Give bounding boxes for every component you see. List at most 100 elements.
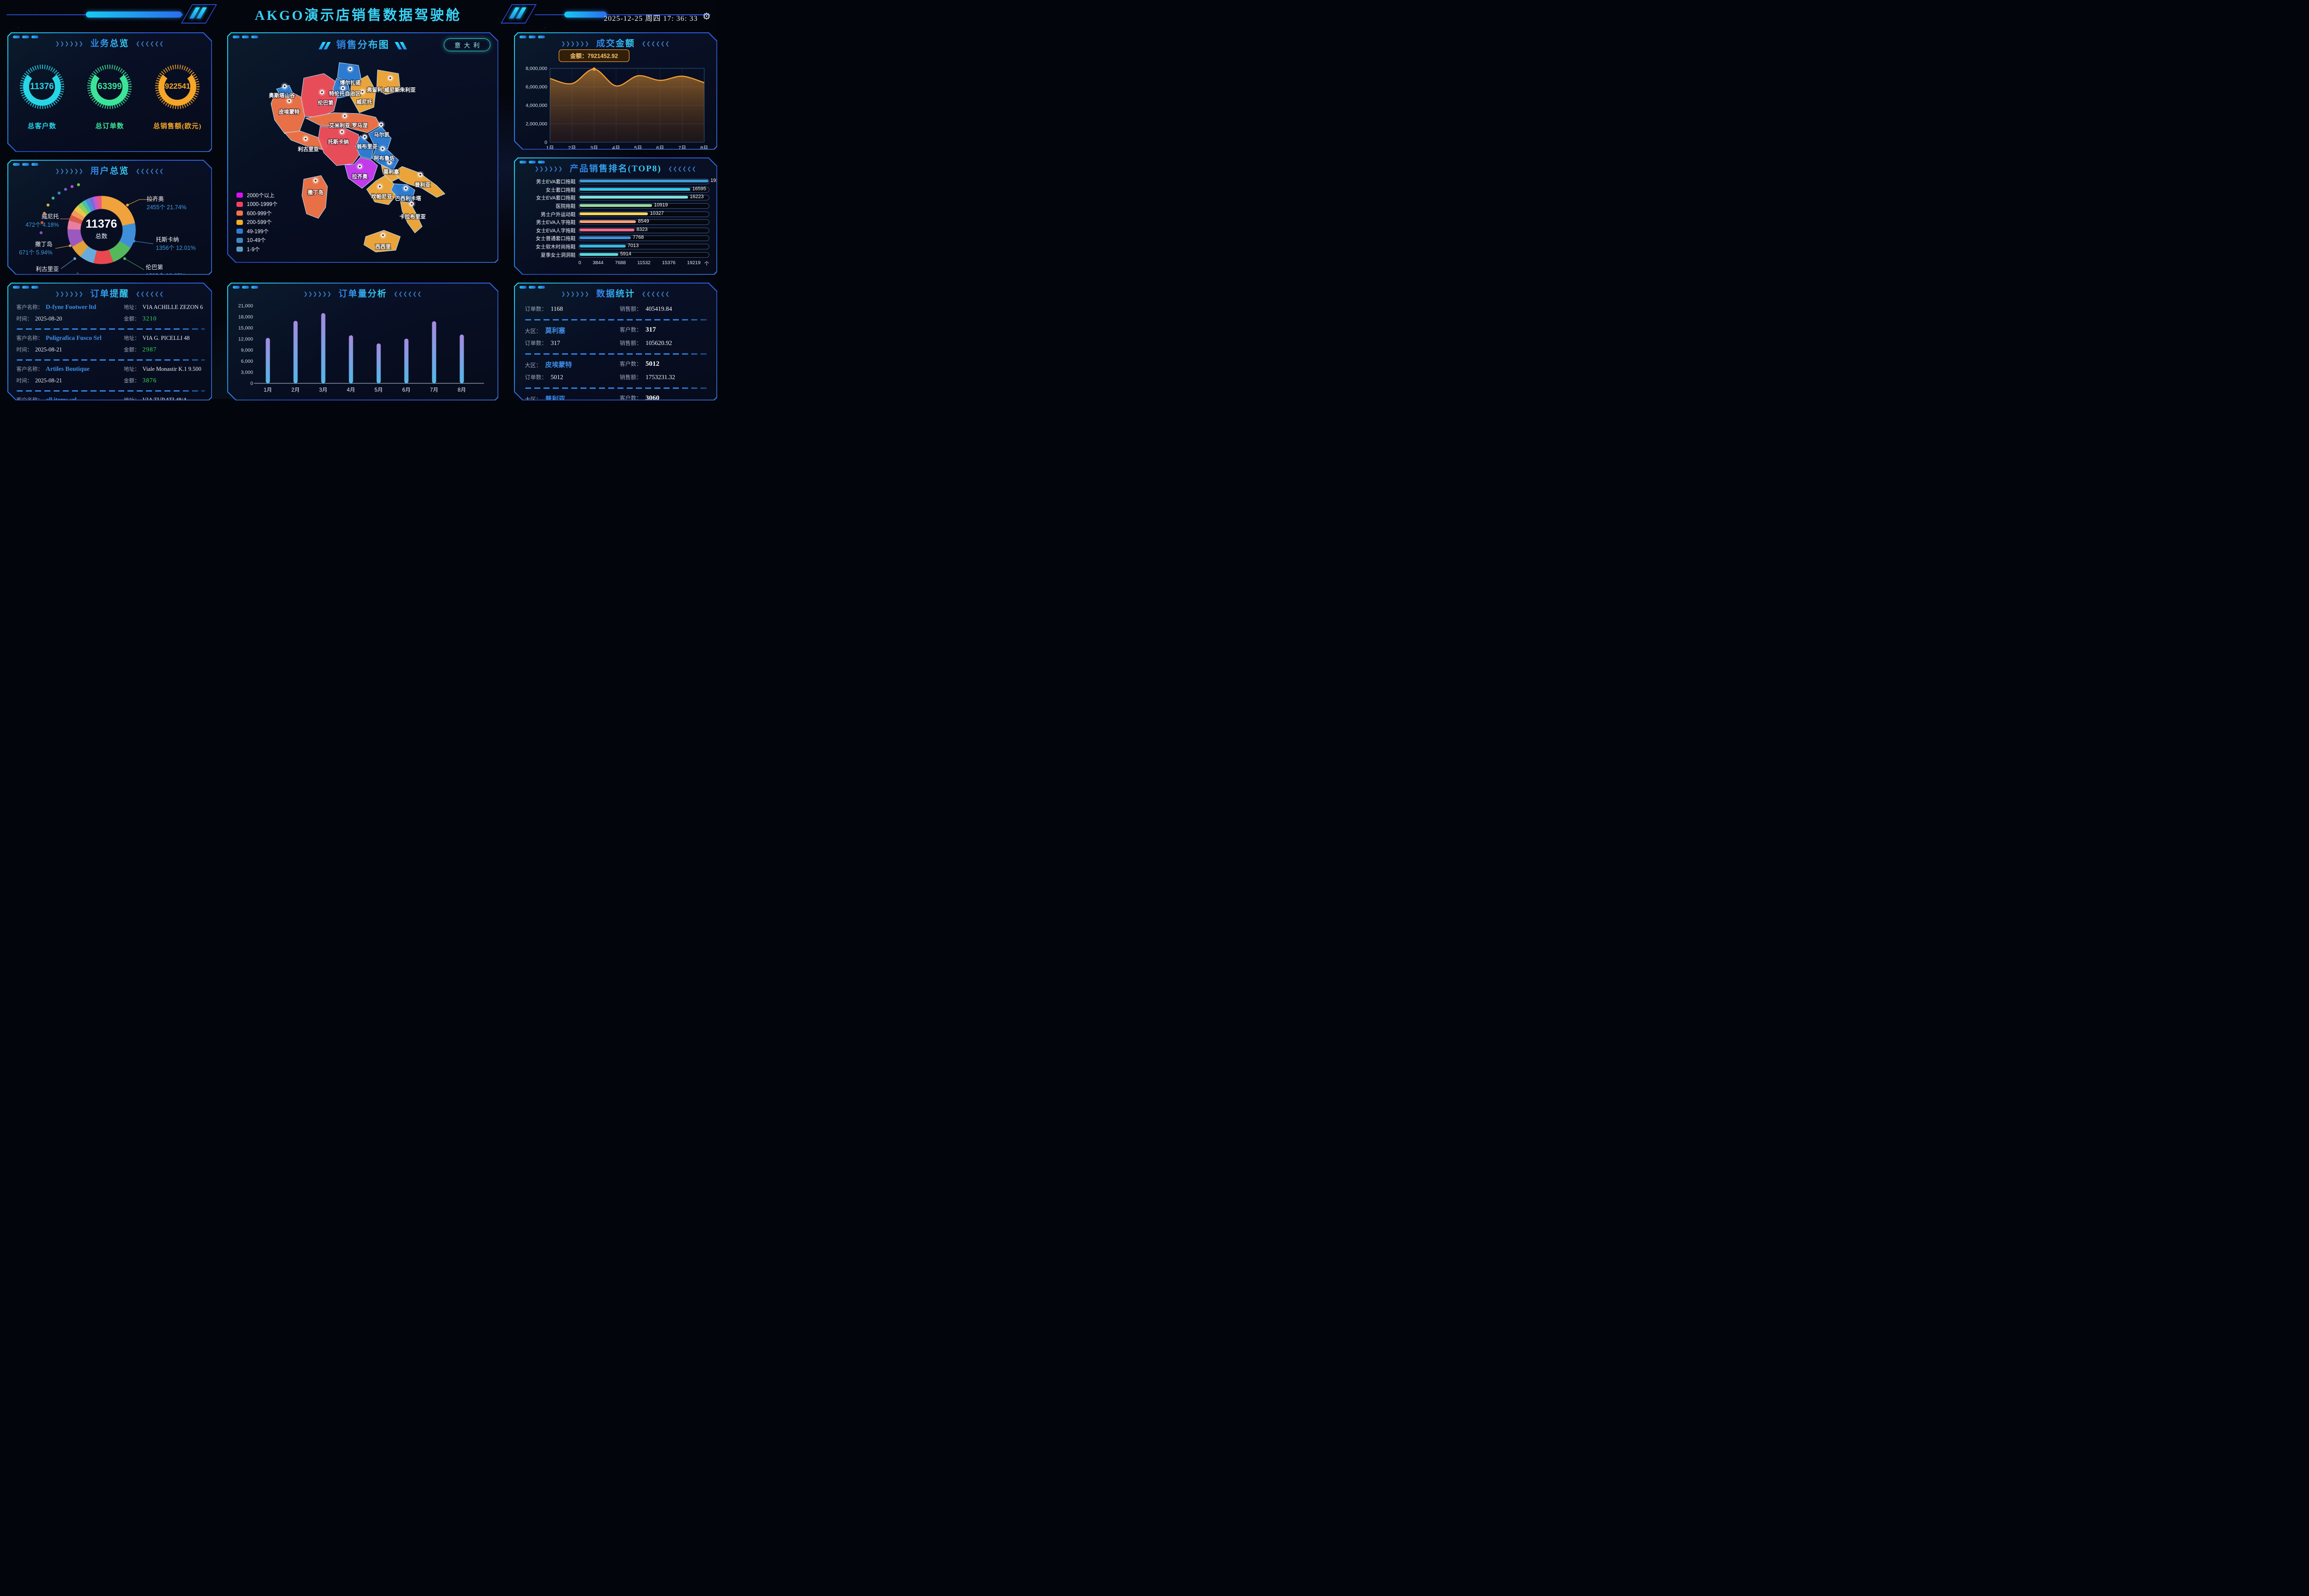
ranking-track: 16223 [579, 195, 709, 200]
legend-swatch [236, 238, 243, 243]
axis-tick: 19219 [687, 260, 701, 266]
customer-name[interactable]: D-fyne Footwer ltd [46, 303, 97, 310]
stats-region-皮埃蒙特: 大区： 皮埃蒙特 客户数： 5012 订单数： 5012 销售额： 1753231.32 [525, 356, 707, 386]
svg-text:1月: 1月 [546, 145, 554, 149]
ranking-axis: 0 3844 7688 11532 15376 19219 个 [579, 260, 709, 267]
map-pin-icon [408, 200, 415, 207]
ranking-bar [580, 196, 688, 199]
callout-value: 2455个 21.74% [146, 204, 187, 211]
panel-business-overview: ❯❯❯❯❯❯ 业务总览 ❮❮❮❮❮❮ 11376 总客户数 63399 总订单数 492… [7, 32, 212, 152]
region-name[interactable]: 普利亚 [545, 395, 566, 400]
volume-bar-6月 [404, 339, 408, 383]
map-region-普利亚[interactable] [394, 166, 445, 197]
gauge-ring-icon: 11376 [18, 63, 66, 111]
page-title: AKGO演示店销售数据驾驶舱 [0, 4, 716, 24]
ranking-label: 女士EVA人字拖鞋 [536, 228, 576, 234]
label-customers: 客户数： [619, 360, 642, 367]
legend-swatch [236, 202, 243, 207]
label-orders: 订单数： [525, 339, 547, 346]
gauge-group: 11376 总客户数 63399 总订单数 49225411 总销售额(欧元) [8, 63, 212, 131]
customer-name[interactable]: Poligrafica Fusco Srl [46, 334, 102, 341]
gauge-ring-icon: 49225411 [153, 63, 201, 111]
map-region-托斯卡纳[interactable] [318, 126, 361, 165]
gauge-ring-icon: 63399 [85, 63, 133, 111]
callout-value: 671个 5.94% [19, 249, 53, 256]
map-region-莫利塞[interactable] [381, 164, 400, 181]
ranking-row-7: 女士普通套口拖鞋 7768 [521, 235, 709, 243]
header-capsule-left [86, 12, 182, 18]
ranking-value: 19219 [710, 178, 716, 184]
ranking-value: 10919 [654, 202, 668, 208]
volume-bar-1月 [266, 338, 270, 383]
map-region-翁布里亚[interactable] [356, 135, 374, 159]
svg-text:18,000: 18,000 [238, 314, 253, 320]
svg-text:2月: 2月 [291, 387, 300, 393]
order-item-2: 客户名称： Artiles Boutique 地址： Viale Monastir K… [17, 362, 205, 389]
stats-summary: 订单数： 1168 销售额： 405419.84 [525, 301, 707, 318]
ranking-track: 19219 [579, 179, 709, 184]
label-time: 时间： [16, 316, 32, 322]
region-sales: 1753231.32 [645, 373, 676, 381]
map-region-博尔扎诺[interactable] [337, 62, 361, 83]
donut-callout-威尼托: 威尼托 472个 4.18% [12, 212, 59, 230]
map-region-阿布鲁佐[interactable] [372, 148, 398, 169]
order-address: Viale Monastir K.1 9.500 [142, 365, 201, 372]
callout-value: 788个 6.98% [9, 273, 59, 274]
map-region-拉齐奥[interactable] [345, 157, 377, 188]
region-sales: 105620.92 [645, 339, 672, 346]
label-sales: 销售额： [619, 374, 642, 381]
dashed-divider [525, 319, 707, 320]
svg-text:4月: 4月 [612, 145, 620, 149]
donut-callout-撒丁岛: 撒丁岛 671个 5.94% [8, 240, 53, 258]
corner-dashes-icon [520, 286, 545, 289]
map-region-撒丁岛[interactable] [302, 175, 327, 218]
map-region-伦巴第[interactable] [301, 73, 337, 117]
volume-bar-2月 [293, 320, 297, 383]
svg-text:2月: 2月 [568, 145, 576, 149]
map-pin-icon [312, 177, 319, 184]
region-name[interactable]: 皮埃蒙特 [545, 361, 572, 369]
map-pin-icon [356, 163, 363, 170]
ranking-row-4: 男士户外运动鞋 10327 [521, 210, 709, 218]
svg-text:5月: 5月 [375, 387, 383, 393]
chevrons-left-icon: ❮❮❮❮❮❮ [393, 291, 422, 297]
ranking-row-0: 男士EVA套口拖鞋19219 [521, 178, 709, 186]
svg-text:6月: 6月 [402, 387, 411, 393]
map-label-托斯卡纳: 托斯卡纳 [328, 139, 349, 145]
map-pin-icon [341, 112, 348, 120]
label-customer: 客户名称： [17, 398, 43, 400]
ranking-track: 10919 [579, 203, 709, 209]
region-name[interactable]: 莫利塞 [545, 327, 566, 335]
svg-text:0: 0 [544, 139, 547, 145]
map-region-西西里[interactable] [363, 230, 400, 252]
map-region-马尔凯[interactable] [368, 126, 391, 149]
label-amount: 金额： [124, 347, 140, 353]
map-region-弗留利-威尼斯朱利亚[interactable] [376, 70, 400, 94]
gear-icon[interactable]: ⚙ [702, 12, 711, 22]
map-label-博尔扎诺: 博尔扎诺 [339, 79, 361, 85]
order-amount: 3210 [142, 314, 157, 322]
panel-title-order-alerts: 订单提醒 [90, 289, 129, 299]
svg-text:7月: 7月 [678, 145, 686, 149]
map-label-西西里: 西西里 [375, 243, 391, 249]
svg-text:3,000: 3,000 [241, 369, 253, 375]
chevrons-left-icon: ❮❮❮❮❮❮ [135, 41, 164, 47]
customer-name[interactable]: Artiles Boutique [46, 365, 90, 372]
customer-name[interactable]: all items srl [46, 396, 77, 400]
svg-text:金额：7921452.92: 金额：7921452.92 [569, 52, 618, 59]
ranking-track: 16595 [579, 187, 709, 193]
ranking-bar [580, 188, 691, 191]
map-label-皮埃蒙特: 皮埃蒙特 [278, 109, 300, 115]
italy-button[interactable]: 意大利 [444, 38, 490, 51]
ranking-label: 女士套口拖鞋 [545, 187, 576, 193]
callout-name: 威尼托 [41, 213, 59, 220]
map-region-威尼托[interactable] [350, 75, 375, 113]
legend-item-3: 200-599个 [236, 218, 278, 227]
ranking-row-6: 女士EVA人字拖鞋 8323 [521, 226, 709, 235]
svg-text:2,000,000: 2,000,000 [526, 121, 547, 127]
ranking-row-3: 医院拖鞋 10919 [521, 202, 709, 210]
order-amount: 3876 [142, 376, 157, 384]
gauge-label: 总销售额(欧元) [153, 122, 202, 130]
map-label-卡拉布里亚: 卡拉布里亚 [399, 213, 426, 219]
corner-dashes-icon [233, 36, 258, 38]
